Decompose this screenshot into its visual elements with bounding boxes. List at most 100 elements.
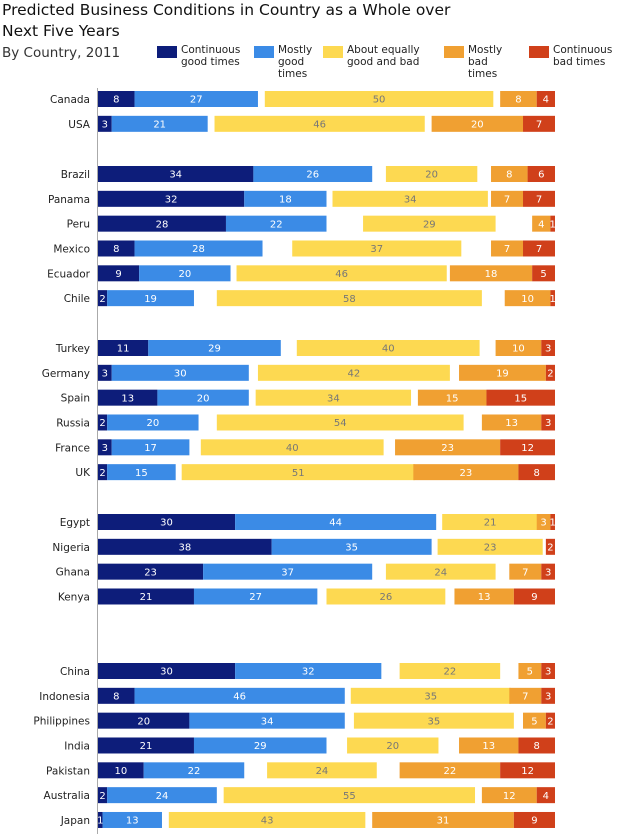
bar-segment	[244, 190, 327, 207]
data-label: 15	[514, 393, 527, 404]
category-label: France	[55, 442, 90, 454]
category-label: UK	[75, 467, 91, 479]
bar-segment	[545, 712, 555, 729]
bar-segment	[454, 588, 514, 605]
bar-segment	[536, 91, 555, 107]
bar-segment	[523, 240, 555, 257]
data-label: 20	[425, 170, 438, 181]
bar-segment	[413, 464, 519, 481]
bar-segment	[509, 563, 542, 580]
bar-segment	[189, 712, 345, 729]
bar-segment	[148, 340, 281, 356]
bar-segment	[326, 588, 446, 605]
bar-segment	[500, 91, 537, 107]
data-label: 22	[444, 766, 457, 777]
bar-segment	[264, 91, 494, 107]
bar-segment	[98, 538, 272, 555]
category-label: Ghana	[56, 567, 90, 579]
legend-label: Mostly good times	[278, 44, 313, 80]
data-label: 44	[329, 518, 342, 529]
bar-segment	[500, 762, 555, 779]
bar-segment	[98, 687, 135, 704]
bar-segment	[495, 340, 542, 356]
data-label: 22	[270, 219, 283, 230]
bar-segment	[491, 190, 524, 207]
data-label: 9	[115, 269, 121, 280]
bar-segment	[385, 166, 478, 182]
data-label: 3	[102, 120, 108, 131]
data-label: 1	[97, 816, 103, 827]
category-label: Mexico	[53, 243, 90, 255]
bar-segment	[98, 663, 236, 679]
data-label: 3	[545, 418, 551, 429]
bar-segment	[541, 414, 555, 431]
data-label: 7	[536, 244, 542, 255]
bar-segment	[98, 414, 108, 431]
bar-segment	[98, 712, 190, 729]
data-label: 50	[373, 95, 386, 106]
data-label: 29	[423, 219, 436, 230]
data-label: 7	[522, 567, 528, 578]
data-label: 10	[512, 344, 525, 355]
category-label: China	[60, 666, 90, 678]
bar-segment	[518, 464, 555, 481]
bar-segment	[292, 240, 462, 257]
data-label: 1	[550, 518, 556, 529]
data-label: 6	[538, 170, 544, 181]
legend-label: Continuous good times	[181, 44, 241, 68]
bar-segment	[98, 787, 108, 804]
data-label: 24	[156, 791, 169, 802]
data-label: 32	[302, 667, 315, 678]
data-label: 3	[540, 518, 546, 529]
data-label: 13	[482, 741, 495, 752]
data-label: 17	[144, 443, 157, 454]
data-label: 9	[531, 816, 537, 827]
bar-segment	[98, 91, 135, 107]
bar-segment	[111, 364, 249, 381]
data-label: 7	[536, 120, 542, 131]
data-label: 8	[113, 692, 119, 703]
legend-swatch	[254, 46, 274, 58]
data-label: 20	[471, 120, 484, 131]
data-label: 23	[460, 468, 473, 479]
bar-segment	[216, 414, 464, 431]
data-label: 23	[441, 443, 454, 454]
data-label: 29	[254, 741, 267, 752]
bar-segment	[513, 588, 555, 605]
data-label: 8	[113, 244, 119, 255]
bar-segment	[532, 215, 551, 232]
data-label: 27	[249, 592, 262, 603]
data-label: 7	[522, 692, 528, 703]
bar-segment	[518, 663, 542, 679]
data-label: 13	[121, 393, 134, 404]
data-label: 19	[144, 294, 157, 305]
bar-segment	[200, 439, 384, 456]
data-label: 18	[279, 195, 292, 206]
data-label: 3	[545, 692, 551, 703]
bar-segment	[500, 439, 555, 456]
bar-segment	[541, 340, 555, 356]
bar-segment	[98, 340, 149, 356]
data-label: 23	[484, 543, 497, 554]
bar-segment	[363, 215, 496, 232]
bar-segment	[523, 115, 555, 132]
bar-segment	[491, 240, 524, 257]
data-label: 3	[545, 344, 551, 355]
data-label: 13	[478, 592, 491, 603]
bar-segment	[107, 290, 194, 307]
bar-segment	[98, 389, 158, 406]
category-label: Nigeria	[52, 542, 90, 554]
bar-segment	[459, 737, 519, 754]
data-label: 21	[140, 592, 153, 603]
bar-segment	[111, 439, 190, 456]
legend-swatch	[529, 46, 549, 58]
bar-segment	[332, 190, 488, 207]
data-label: 2	[99, 418, 105, 429]
bar-segment	[107, 464, 176, 481]
category-label: Peru	[67, 219, 90, 231]
bar-segment	[442, 514, 539, 530]
bar-segment	[157, 389, 249, 406]
bar-segment	[134, 91, 258, 107]
category-label: Russia	[56, 417, 90, 429]
